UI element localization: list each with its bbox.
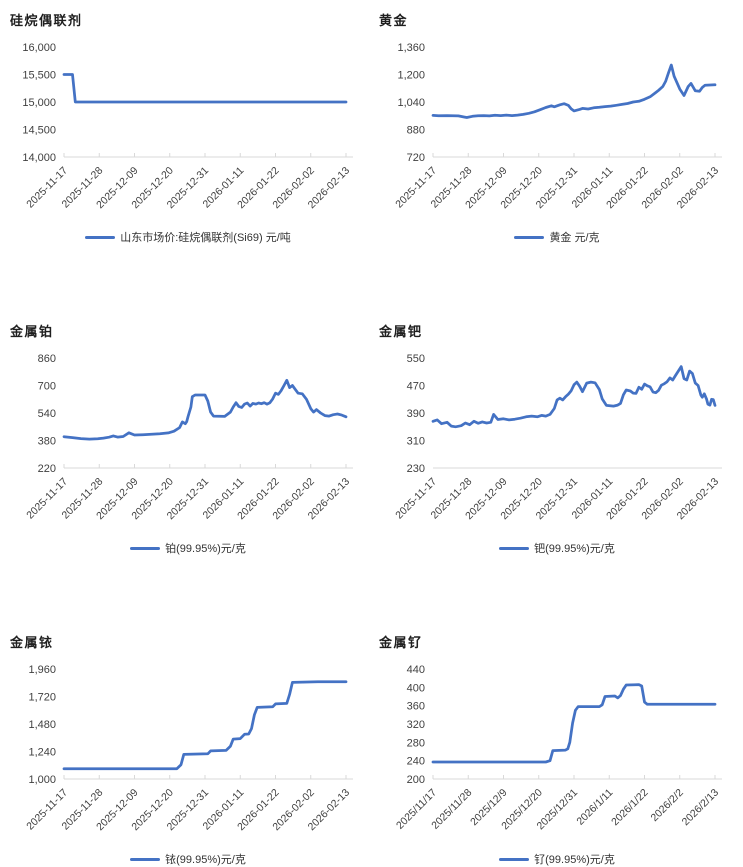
price-line (431, 63, 717, 119)
legend-label: 铱(99.95%)元/克 (165, 854, 246, 866)
y-tick-label: 200 (407, 774, 425, 786)
chart-legend: 山东市场价:硅烷偶联剂(Si69) 元/吨 (8, 229, 368, 245)
legend-line-swatch (130, 546, 161, 550)
price-line (62, 73, 348, 104)
chart-cell-silane-coupling-agent: 硅烷偶联剂 16,000 15,500 15,000 14,500 14,000 2025… (8, 8, 368, 245)
y-tick-label: 700 (38, 381, 56, 393)
line-chart: 1,3601,2001,0408807202025-11-172025-11-2… (393, 42, 722, 211)
chart-title: 金属钯 (379, 324, 423, 339)
chart-title: 黄金 (379, 13, 409, 28)
chart-legend: 钯(99.95%)元/克 (377, 540, 737, 556)
chart-title: 金属铱 (10, 635, 54, 650)
legend-label: 铂(99.95%)元/克 (165, 543, 246, 555)
chart-cell-gold: 黄金 1,360 1,200 1,040 880 720 2025-11-17 2025-1… (377, 8, 737, 245)
y-tick-label: 720 (407, 152, 425, 164)
y-tick-label: 1,040 (397, 97, 425, 109)
chart-cell-ruthenium: 金属钌 440 400 360 320 280 240 200 2025/11/17 2025/… (377, 630, 737, 867)
y-tick-label: 14,500 (22, 125, 56, 137)
y-tick-label: 880 (407, 125, 425, 137)
line-chart: 8607005403802202025-11-172025-11-282025-… (24, 353, 353, 522)
price-line (62, 680, 348, 771)
y-tick-label: 1,360 (397, 42, 425, 54)
y-tick-label: 440 (407, 664, 425, 676)
legend-line-swatch (499, 857, 530, 861)
y-tick-label: 400 (407, 682, 425, 694)
chart-cell-palladium: 金属钯 550 470 390 310 230 2025-11-17 2025-11-28 2… (377, 319, 737, 556)
legend-line-swatch (499, 546, 530, 550)
y-tick-label: 1,200 (397, 70, 425, 82)
chart-legend: 铱(99.95%)元/克 (8, 851, 368, 867)
y-tick-label: 1,240 (28, 747, 56, 759)
y-tick-label: 390 (407, 408, 425, 420)
y-tick-label: 550 (407, 353, 425, 365)
x-tick-label: 2026/1/22 (609, 787, 651, 829)
y-tick-label: 320 (407, 719, 425, 731)
y-tick-label: 860 (38, 353, 56, 365)
line-chart: 5504703903102302025-11-172025-11-282025-… (393, 353, 722, 522)
chart-cell-iridium: 金属铱 1,960 1,720 1,480 1,240 1,000 2025-11-17 2… (8, 630, 368, 867)
y-tick-label: 220 (38, 463, 56, 475)
y-tick-label: 16,000 (22, 42, 56, 54)
chart-legend: 钌(99.95%)元/克 (377, 851, 737, 867)
legend-line-swatch (130, 857, 161, 861)
y-tick-label: 1,480 (28, 719, 56, 731)
legend-label: 钌(99.95%)元/克 (534, 854, 615, 866)
price-line (431, 683, 717, 764)
y-tick-label: 240 (407, 756, 425, 768)
y-tick-label: 380 (38, 436, 56, 448)
y-tick-label: 14,000 (22, 152, 56, 164)
y-tick-label: 470 (407, 381, 425, 393)
line-chart: 1,9601,7201,4801,2401,0002025-11-172025-… (24, 664, 353, 833)
y-tick-label: 15,500 (22, 70, 56, 82)
chart-title: 硅烷偶联剂 (10, 13, 83, 28)
line-chart: 16,00015,50015,00014,50014,0002025-11-17… (22, 42, 353, 211)
chart-legend: 黄金 元/克 (377, 229, 737, 245)
line-chart: 4404003603202802402002025/11/172025/11/2… (394, 664, 722, 832)
chart-title: 金属钌 (379, 635, 423, 650)
y-tick-label: 1,000 (28, 774, 56, 786)
chart-legend: 铂(99.95%)元/克 (8, 540, 368, 556)
y-tick-label: 230 (407, 463, 425, 475)
y-tick-label: 1,960 (28, 664, 56, 676)
price-line (62, 378, 348, 441)
y-tick-label: 310 (407, 436, 425, 448)
x-tick-label: 2026/1/11 (574, 787, 615, 828)
y-tick-label: 540 (38, 408, 56, 420)
legend-line-swatch (514, 235, 545, 239)
y-tick-label: 15,000 (22, 97, 56, 109)
y-tick-label: 1,720 (28, 692, 56, 704)
legend-label: 黄金 元/克 (549, 232, 600, 244)
legend-label: 钯(99.95%)元/克 (534, 543, 615, 555)
y-tick-label: 280 (407, 737, 425, 749)
y-tick-label: 360 (407, 701, 425, 713)
price-line (431, 365, 717, 429)
chart-cell-platinum: 金属铂 860 700 540 380 220 2025-11-17 2025-11-28 2… (8, 319, 368, 556)
legend-line-swatch (85, 235, 116, 239)
legend-label: 山东市场价:硅烷偶联剂(Si69) 元/吨 (120, 232, 291, 244)
chart-title: 金属铂 (10, 324, 54, 339)
x-tick-label: 2026/2/13 (680, 787, 722, 829)
